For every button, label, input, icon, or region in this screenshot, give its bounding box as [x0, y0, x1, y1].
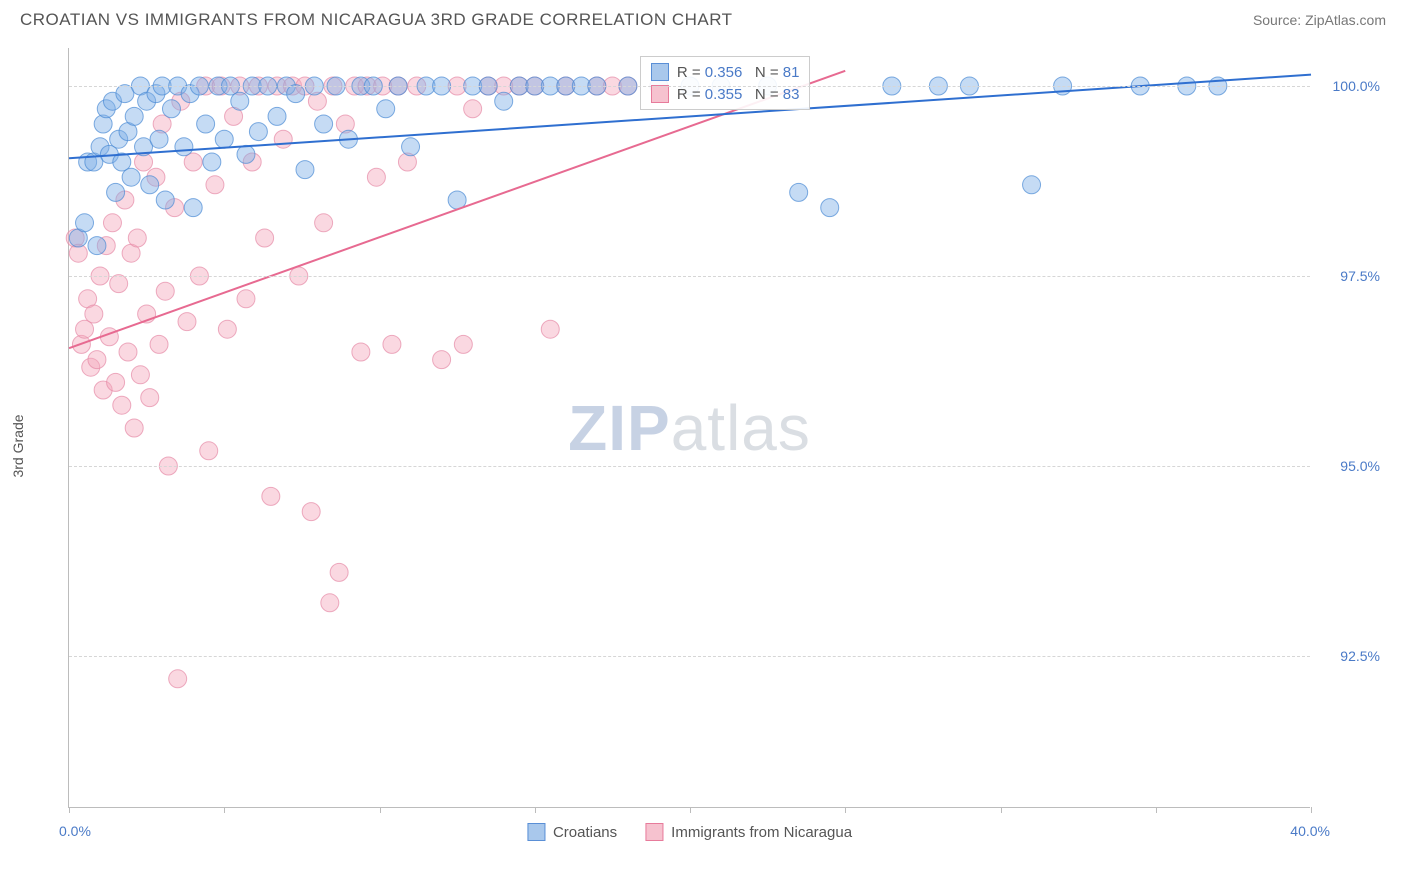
data-point-croatian: [184, 199, 202, 217]
data-point-croatian: [156, 191, 174, 209]
correlation-text: R = 0.355 N = 83: [677, 86, 800, 103]
x-tick: [690, 807, 691, 813]
data-point-croatian: [76, 214, 94, 232]
data-point-nicaragua: [330, 563, 348, 581]
data-point-nicaragua: [178, 313, 196, 331]
data-point-croatian: [821, 199, 839, 217]
data-point-nicaragua: [156, 282, 174, 300]
data-point-nicaragua: [200, 442, 218, 460]
chart-header: CROATIAN VS IMMIGRANTS FROM NICARAGUA 3R…: [0, 0, 1406, 36]
data-point-croatian: [249, 123, 267, 141]
chart-source: Source: ZipAtlas.com: [1253, 12, 1386, 28]
data-point-croatian: [237, 145, 255, 163]
data-point-croatian: [402, 138, 420, 156]
data-point-croatian: [315, 115, 333, 133]
x-tick: [224, 807, 225, 813]
data-point-croatian: [197, 115, 215, 133]
data-point-croatian: [215, 130, 233, 148]
data-point-nicaragua: [169, 670, 187, 688]
data-point-nicaragua: [88, 351, 106, 369]
x-tick: [1001, 807, 1002, 813]
correlation-text: R = 0.356 N = 81: [677, 64, 800, 81]
chart-area: ZIPatlas R = 0.356 N = 81R = 0.355 N = 8…: [68, 48, 1386, 838]
data-point-croatian: [790, 183, 808, 201]
correlation-swatch-icon: [651, 85, 669, 103]
data-point-nicaragua: [125, 419, 143, 437]
data-point-croatian: [203, 153, 221, 171]
y-tick-label: 92.5%: [1320, 648, 1380, 664]
data-point-nicaragua: [262, 487, 280, 505]
x-max-label: 40.0%: [1290, 823, 1330, 839]
data-point-croatian: [296, 161, 314, 179]
data-point-nicaragua: [150, 335, 168, 353]
data-point-nicaragua: [352, 343, 370, 361]
x-tick: [845, 807, 846, 813]
data-point-croatian: [122, 168, 140, 186]
plot-svg: [69, 48, 1310, 807]
x-tick: [1311, 807, 1312, 813]
data-point-croatian: [88, 237, 106, 255]
data-point-croatian: [162, 100, 180, 118]
x-tick: [1156, 807, 1157, 813]
gridline: [69, 656, 1310, 657]
data-point-croatian: [107, 183, 125, 201]
legend-label: Immigrants from Nicaragua: [671, 824, 852, 841]
data-point-nicaragua: [107, 373, 125, 391]
data-point-nicaragua: [433, 351, 451, 369]
x-min-label: 0.0%: [59, 823, 91, 839]
gridline: [69, 276, 1310, 277]
y-axis-label: 3rd Grade: [10, 414, 26, 477]
data-point-croatian: [150, 130, 168, 148]
data-point-nicaragua: [256, 229, 274, 247]
data-point-nicaragua: [218, 320, 236, 338]
data-point-nicaragua: [302, 503, 320, 521]
data-point-nicaragua: [383, 335, 401, 353]
legend-item-croatians: Croatians: [527, 823, 617, 841]
data-point-croatian: [377, 100, 395, 118]
x-tick: [535, 807, 536, 813]
data-point-nicaragua: [315, 214, 333, 232]
y-tick-label: 100.0%: [1320, 78, 1380, 94]
legend-item-nicaragua: Immigrants from Nicaragua: [645, 823, 852, 841]
data-point-nicaragua: [119, 343, 137, 361]
data-point-nicaragua: [131, 366, 149, 384]
chart-title: CROATIAN VS IMMIGRANTS FROM NICARAGUA 3R…: [20, 10, 733, 30]
x-tick: [380, 807, 381, 813]
data-point-nicaragua: [454, 335, 472, 353]
data-point-croatian: [287, 85, 305, 103]
data-point-nicaragua: [274, 130, 292, 148]
data-point-nicaragua: [113, 396, 131, 414]
data-point-nicaragua: [237, 290, 255, 308]
correlation-box: R = 0.356 N = 81 R = 0.355 N = 83: [640, 56, 811, 110]
data-point-nicaragua: [367, 168, 385, 186]
gridline: [69, 466, 1310, 467]
y-tick-label: 95.0%: [1320, 458, 1380, 474]
legend: Croatians Immigrants from Nicaragua: [527, 823, 852, 841]
correlation-row: R = 0.356 N = 81: [651, 61, 800, 83]
data-point-croatian: [175, 138, 193, 156]
gridline: [69, 86, 1310, 87]
y-tick-label: 97.5%: [1320, 268, 1380, 284]
data-point-croatian: [495, 92, 513, 110]
data-point-nicaragua: [85, 305, 103, 323]
legend-label: Croatians: [553, 824, 617, 841]
data-point-croatian: [1023, 176, 1041, 194]
data-point-croatian: [125, 107, 143, 125]
plot-region: ZIPatlas R = 0.356 N = 81R = 0.355 N = 8…: [68, 48, 1310, 808]
data-point-croatian: [268, 107, 286, 125]
data-point-nicaragua: [128, 229, 146, 247]
correlation-swatch-icon: [651, 63, 669, 81]
legend-swatch-icon: [527, 823, 545, 841]
data-point-nicaragua: [103, 214, 121, 232]
data-point-nicaragua: [321, 594, 339, 612]
data-point-nicaragua: [541, 320, 559, 338]
data-point-nicaragua: [141, 389, 159, 407]
legend-swatch-icon: [645, 823, 663, 841]
data-point-nicaragua: [206, 176, 224, 194]
data-point-croatian: [231, 92, 249, 110]
data-point-nicaragua: [464, 100, 482, 118]
data-point-croatian: [141, 176, 159, 194]
x-tick: [69, 807, 70, 813]
data-point-nicaragua: [110, 275, 128, 293]
